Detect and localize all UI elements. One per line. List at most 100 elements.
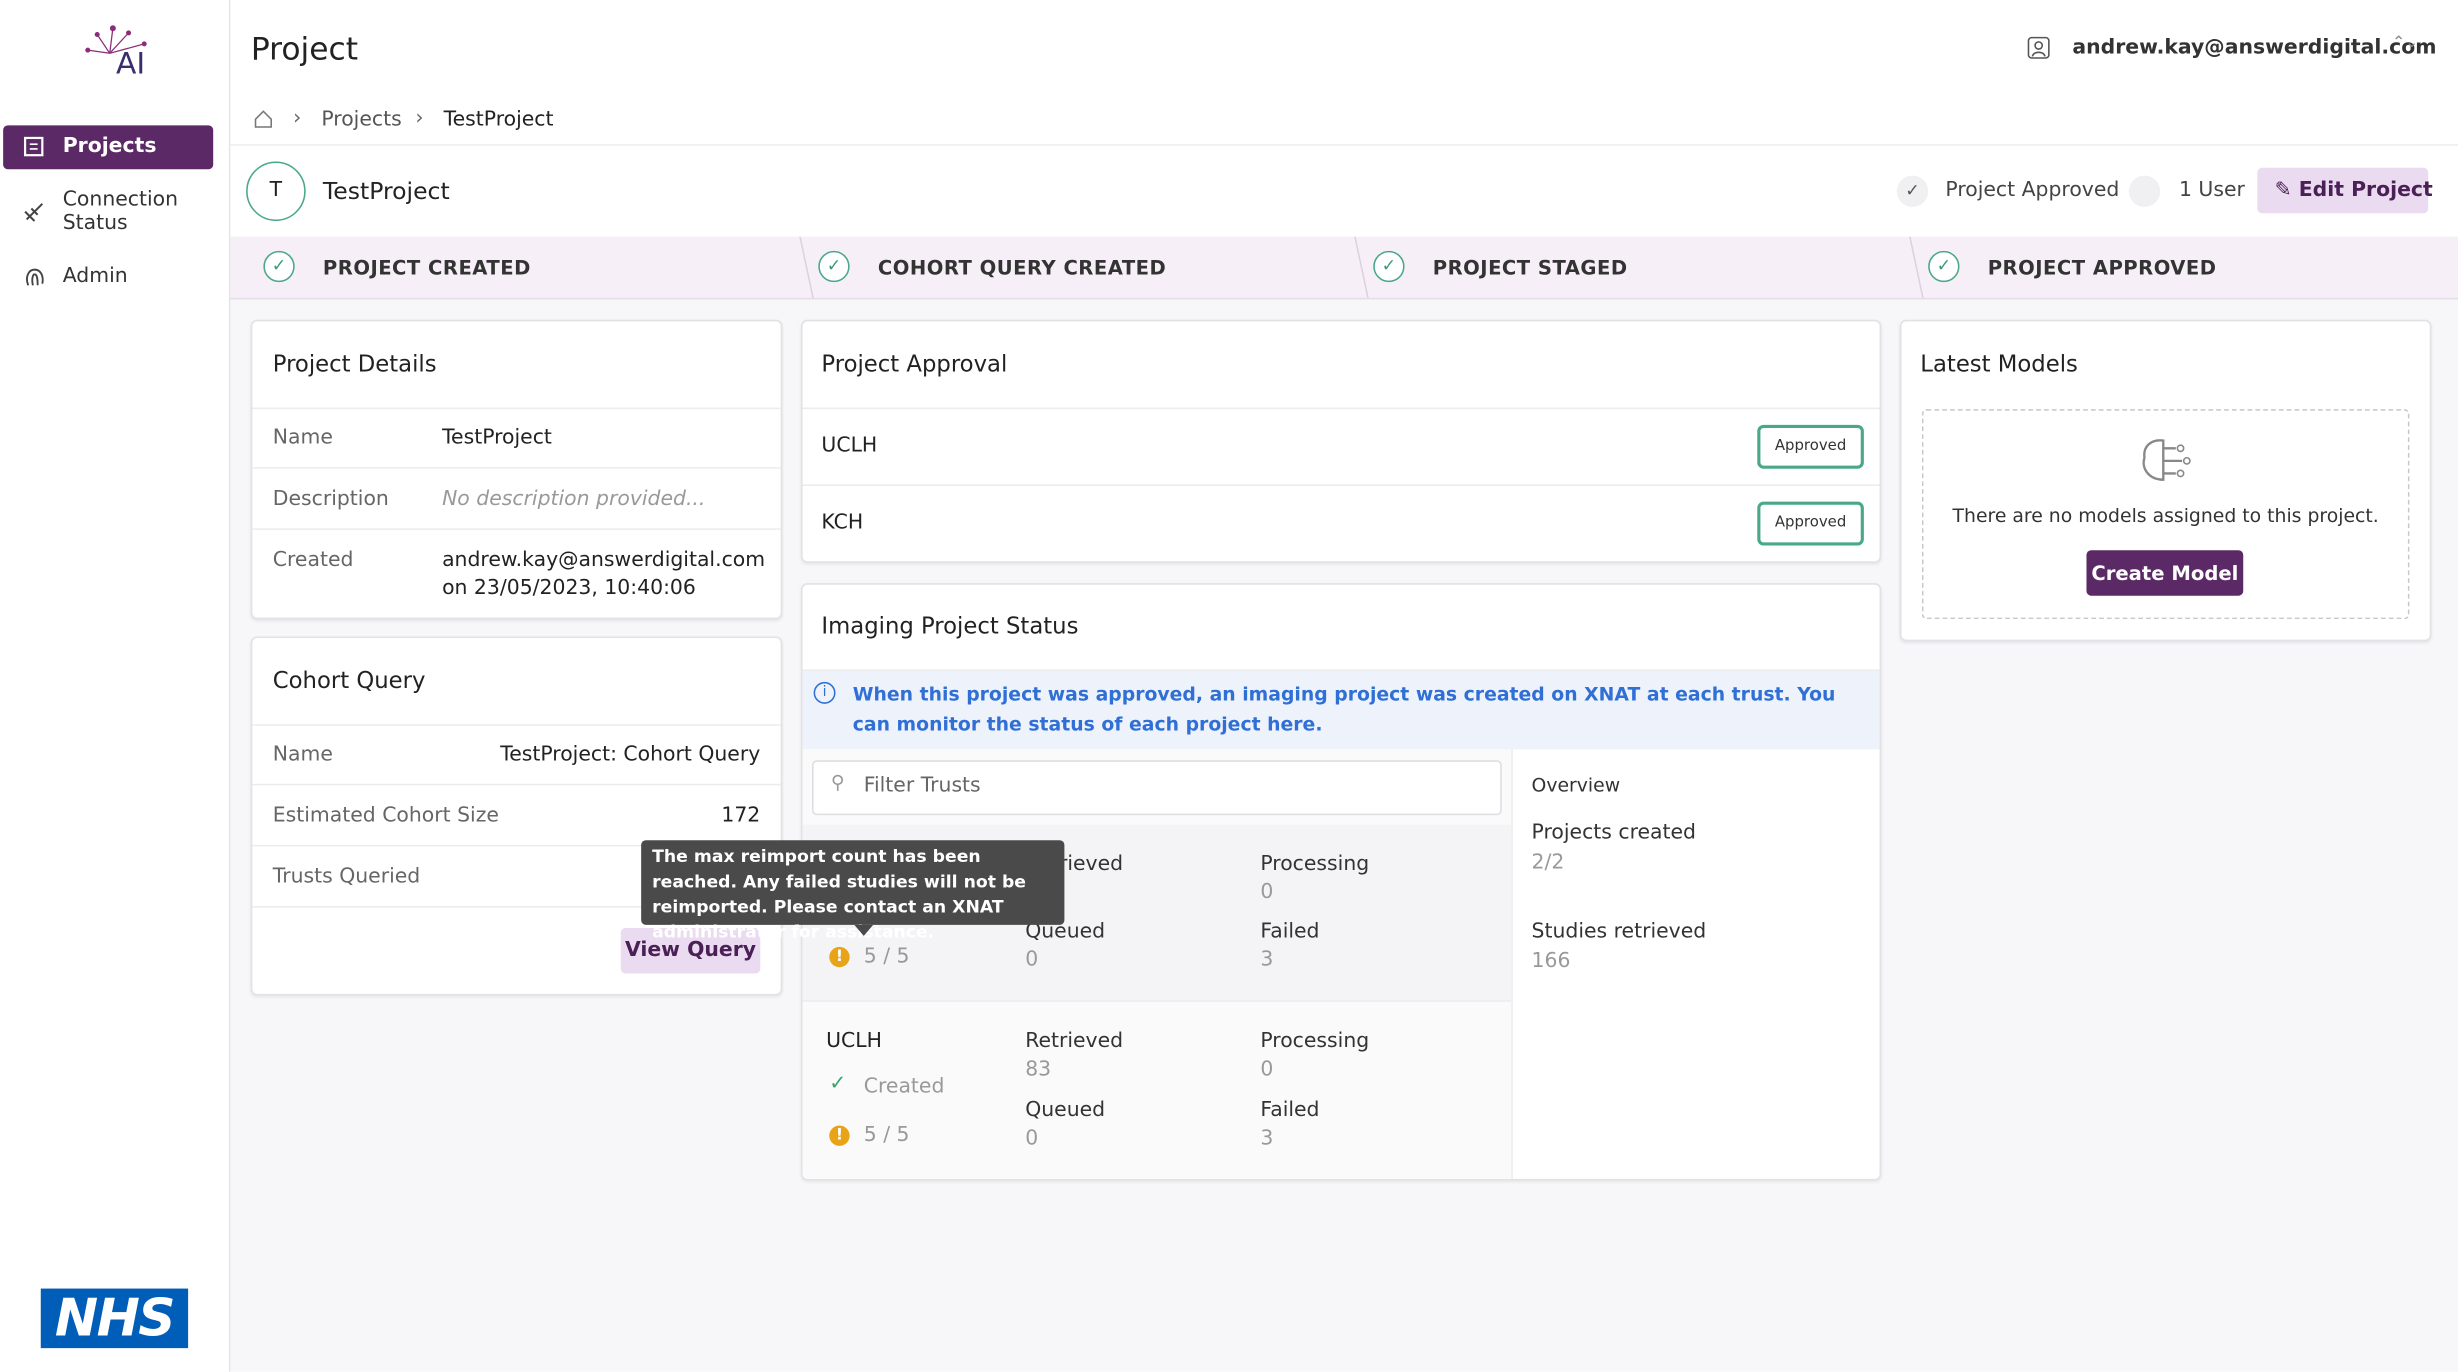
label: Retrieved xyxy=(1025,1029,1124,1054)
value: No description provided... xyxy=(442,487,706,512)
page-title: Project xyxy=(250,29,359,68)
breadcrumb-bar xyxy=(230,94,2458,146)
count: 5 / 5 xyxy=(863,1123,910,1148)
chevron[interactable]: ⌃⌄ xyxy=(2392,34,2419,52)
value: 0 xyxy=(1260,880,1274,905)
overview-panel xyxy=(1511,749,1879,1179)
card-title: Project Approval xyxy=(821,352,1008,378)
create-model-button[interactable]: Create Model xyxy=(2086,550,2244,596)
label: Queued xyxy=(1025,1098,1106,1123)
value: 166 xyxy=(1531,949,1571,974)
empty-text: There are no models assigned to this pro… xyxy=(1952,504,2379,527)
trust-name: UCLH xyxy=(826,1029,882,1054)
approved-badge: Approved xyxy=(1757,501,1864,546)
home-icon[interactable] xyxy=(252,108,274,130)
tooltip-arrow xyxy=(854,924,874,936)
nav-item[interactable]: Connection Status xyxy=(62,188,179,236)
nav-item[interactable]: Projects xyxy=(62,134,157,159)
brain-icon xyxy=(2142,439,2191,481)
edit-button[interactable] xyxy=(2257,167,2429,214)
breadcrumb[interactable]: Projects xyxy=(321,108,402,132)
step-check: ✓ xyxy=(1928,250,1960,283)
value: 0 xyxy=(1260,1058,1274,1082)
value: 2/2 xyxy=(1531,851,1565,875)
status: Created xyxy=(863,1075,945,1099)
filter-input[interactable] xyxy=(812,760,1502,816)
label: Trusts Queried xyxy=(272,865,421,889)
check-icon: ✓ xyxy=(829,1072,847,1096)
value: on 23/05/2023, 10:40:06 xyxy=(442,576,696,601)
logo-text: AI xyxy=(116,47,146,82)
step-label: PROJECT APPROVED xyxy=(1987,255,2217,280)
value: TestProject xyxy=(442,426,552,450)
value: 172 xyxy=(721,804,761,828)
label: Failed xyxy=(1260,920,1320,944)
step-label: COHORT QUERY CREATED xyxy=(877,255,1167,280)
search-icon: ⚲ xyxy=(830,771,845,794)
label: Studies retrieved xyxy=(1531,920,1707,944)
label: Edit Project xyxy=(2298,178,2433,203)
project-bar xyxy=(230,145,2458,237)
label: Projects created xyxy=(1531,821,1696,845)
nav-active[interactable] xyxy=(3,125,214,170)
view-query-button[interactable]: View Query xyxy=(620,928,761,974)
project-details-card: Project Details Name TestProject Descrip… xyxy=(250,319,783,620)
label: Processing xyxy=(1260,852,1370,877)
user-count: 1 User xyxy=(2178,178,2245,203)
step-label: PROJECT STAGED xyxy=(1432,255,1628,280)
value: TestProject: Cohort Query xyxy=(500,743,761,767)
user-count-icon xyxy=(2128,175,2161,207)
value: 0 xyxy=(1025,948,1039,972)
label: Description xyxy=(272,487,389,512)
value: 0 xyxy=(1025,1127,1039,1151)
breadcrumb: TestProject xyxy=(443,108,554,132)
header xyxy=(230,0,2458,96)
label: Processing xyxy=(1260,1029,1370,1054)
step-check: ✓ xyxy=(263,250,295,283)
info-text: When this project was approved, an imagi… xyxy=(852,683,1836,736)
label: Estimated Cohort Size xyxy=(272,804,499,828)
value: andrew.kay@answerdigital.com xyxy=(442,548,766,573)
trust: UCLH xyxy=(821,434,878,458)
edit-button-label[interactable]: ✎ Edit Project xyxy=(2274,178,2433,203)
models-card: Latest Models There are no models assign… xyxy=(1899,319,2432,642)
step-label: PROJECT CREATED xyxy=(322,255,531,280)
label: Failed xyxy=(1260,1098,1320,1123)
card-title: Project Details xyxy=(272,352,437,378)
sep: › xyxy=(415,106,424,131)
check-icon: ✓ xyxy=(1896,175,1929,207)
label: Name xyxy=(272,426,333,450)
trust: KCH xyxy=(821,511,864,535)
nav-item[interactable]: Admin xyxy=(62,264,128,289)
label: Name xyxy=(272,743,333,767)
sidebar: AI Projects Connection Status Admin NHS xyxy=(0,0,231,1372)
warning-icon[interactable]: ! xyxy=(829,1125,850,1146)
user-icon xyxy=(2027,36,2050,59)
label: Queued xyxy=(1025,920,1106,944)
value: 83 xyxy=(1025,1058,1052,1082)
warning-icon[interactable]: ! xyxy=(829,946,850,968)
approved-badge: Approved xyxy=(1757,424,1864,469)
project-status: Project Approved xyxy=(1945,178,2120,203)
info-banner xyxy=(802,670,1880,750)
info-icon: i xyxy=(813,681,836,704)
filter-placeholder[interactable]: Filter Trusts xyxy=(863,774,981,798)
icon xyxy=(23,136,44,157)
icon xyxy=(26,268,44,286)
card-title: Latest Models xyxy=(1920,352,2078,378)
icon xyxy=(24,203,44,222)
user-email[interactable]: andrew.kay@answerdigital.com xyxy=(2072,36,2437,60)
card-title: Cohort Query xyxy=(272,669,426,695)
card-title: Imaging Project Status xyxy=(821,614,1079,640)
avatar: T xyxy=(246,161,306,222)
project-name: TestProject xyxy=(322,177,450,206)
steps-bar xyxy=(230,236,2458,300)
empty-box xyxy=(1921,409,2410,620)
count: 5 / 5 xyxy=(863,945,910,969)
label: Created xyxy=(272,548,354,573)
sep: › xyxy=(293,106,302,131)
cohort-card: Cohort Query Name TestProject: Cohort Qu… xyxy=(250,636,783,996)
step-check: ✓ xyxy=(1373,250,1405,283)
overview-title: Overview xyxy=(1531,774,1621,797)
